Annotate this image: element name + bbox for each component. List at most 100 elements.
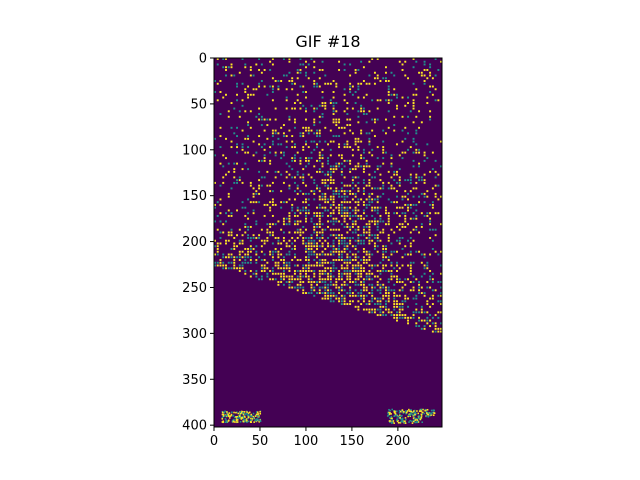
image-pixel: [371, 297, 374, 300]
image-pixel: [415, 325, 418, 328]
image-pixel: [404, 137, 407, 140]
image-pixel: [260, 278, 263, 281]
image-pixel: [247, 198, 250, 201]
image-pixel: [440, 264, 442, 267]
image-pixel: [404, 212, 407, 215]
image-pixel: [316, 143, 318, 146]
image-pixel: [340, 303, 343, 306]
image-pixel: [340, 209, 343, 212]
image-pixel: [282, 275, 285, 278]
image-pixel: [316, 234, 318, 237]
image-pixel: [368, 250, 371, 253]
image-pixel: [365, 206, 368, 209]
image-pixel: [299, 58, 302, 60]
image-pixel: [329, 275, 332, 278]
image-pixel: [351, 294, 354, 297]
image-pixel: [368, 228, 371, 231]
image-pixel: [412, 261, 415, 264]
image-pixel: [343, 190, 346, 193]
image-pixel: [296, 223, 299, 226]
image-pixel: [230, 187, 233, 190]
image-pixel: [291, 286, 294, 289]
image-pixel: [263, 159, 266, 162]
image-pixel: [285, 88, 288, 91]
image-pixel: [222, 413, 225, 416]
image-pixel: [428, 414, 431, 417]
image-pixel: [318, 223, 321, 226]
image-pixel: [357, 187, 360, 190]
image-pixel: [431, 228, 434, 231]
image-pixel: [373, 245, 376, 248]
image-pixel: [277, 256, 280, 259]
image-pixel: [401, 151, 404, 154]
image-pixel: [321, 206, 324, 209]
image-pixel: [362, 203, 365, 206]
image-pixel: [415, 93, 418, 96]
image-pixel: [382, 267, 385, 270]
image-pixel: [230, 140, 233, 143]
image-pixel: [329, 228, 332, 231]
image-pixel: [434, 74, 437, 77]
image-pixel: [354, 209, 357, 212]
image-pixel: [288, 115, 291, 118]
image-pixel: [398, 242, 401, 245]
image-pixel: [412, 93, 415, 96]
image-pixel: [349, 294, 352, 297]
image-pixel: [244, 253, 247, 256]
image-pixel: [305, 220, 307, 223]
image-pixel: [401, 303, 404, 306]
image-pixel: [407, 192, 409, 195]
image-pixel: [357, 88, 360, 91]
image-pixel: [362, 289, 365, 292]
image-pixel: [409, 316, 412, 319]
image-pixel: [415, 176, 418, 179]
image-pixel: [346, 201, 349, 204]
image-pixel: [288, 212, 291, 215]
image-pixel: [426, 96, 429, 99]
image-pixel: [354, 192, 357, 195]
image-pixel: [232, 418, 235, 421]
image-pixel: [387, 236, 390, 239]
image-pixel: [390, 253, 393, 256]
image-pixel: [396, 418, 399, 420]
image-pixel: [396, 206, 398, 209]
image-pixel: [357, 85, 360, 88]
image-pixel: [362, 113, 365, 115]
image-pixel: [390, 162, 393, 165]
image-pixel: [258, 118, 261, 121]
image-pixel: [318, 236, 321, 239]
image-pixel: [379, 231, 382, 234]
image-pixel: [387, 217, 390, 220]
image-pixel: [416, 419, 419, 421]
image-pixel: [318, 239, 321, 242]
image-pixel: [401, 316, 404, 319]
image-pixel: [357, 267, 360, 270]
image-pixel: [244, 270, 247, 272]
image-pixel: [382, 253, 385, 256]
image-pixel: [305, 184, 307, 187]
image-pixel: [431, 206, 434, 209]
image-pixel: [354, 248, 357, 250]
image-pixel: [376, 99, 379, 102]
image-pixel: [222, 420, 225, 423]
image-pixel: [409, 289, 412, 292]
image-pixel: [402, 410, 404, 413]
image-pixel: [387, 259, 390, 261]
image-pixel: [346, 184, 349, 187]
image-pixel: [227, 170, 230, 173]
image-pixel: [324, 292, 327, 294]
image-pixel: [238, 115, 241, 118]
image-pixel: [293, 154, 296, 157]
image-pixel: [376, 314, 379, 317]
image-pixel: [354, 264, 357, 267]
image-pixel: [382, 184, 385, 187]
image-pixel: [277, 132, 280, 135]
image-pixel: [258, 192, 261, 195]
image-pixel: [214, 245, 216, 248]
image-pixel: [260, 63, 263, 66]
image-pixel: [401, 308, 404, 311]
image-pixel: [285, 245, 288, 248]
image-pixel: [420, 311, 423, 314]
image-pixel: [219, 261, 222, 264]
image-pixel: [321, 297, 324, 300]
